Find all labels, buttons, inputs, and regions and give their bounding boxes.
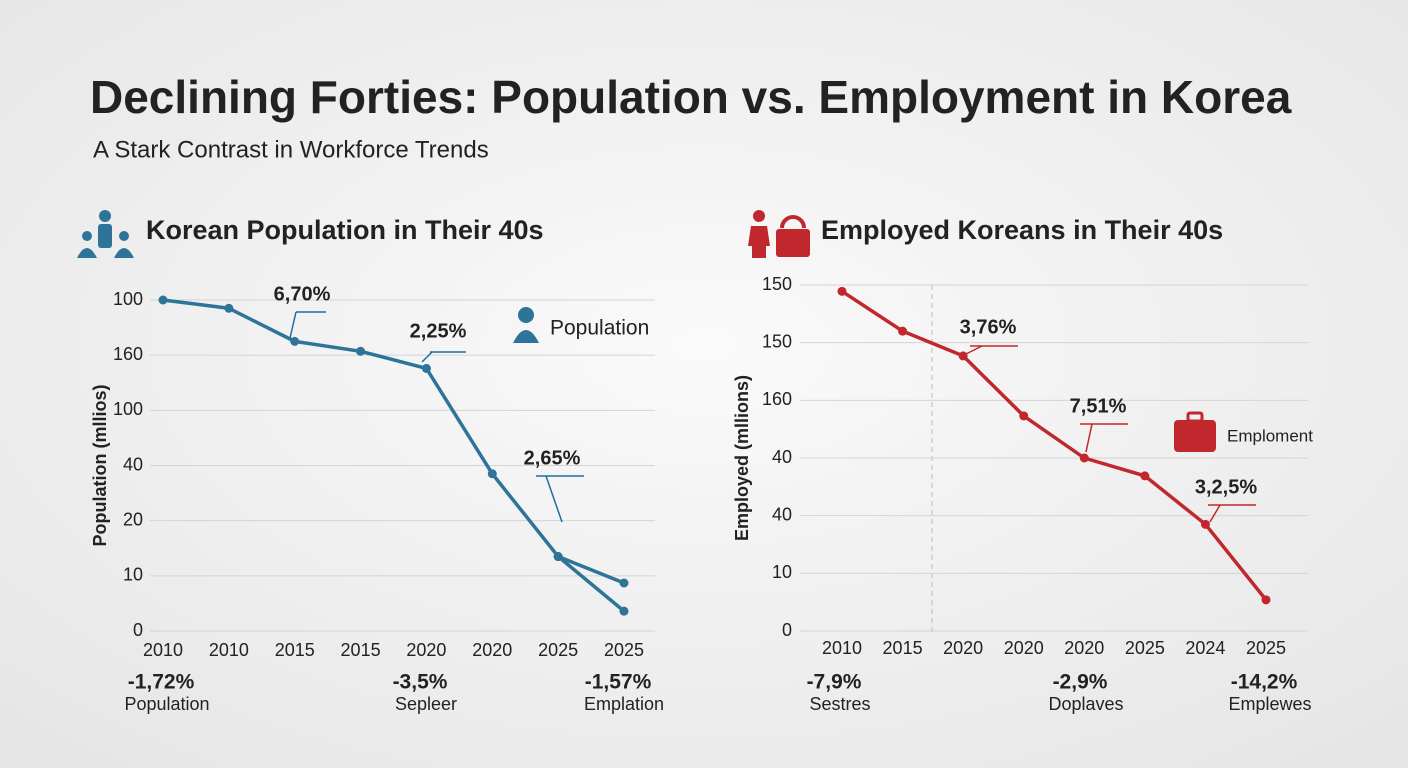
annotation: 2,25% <box>410 320 467 342</box>
data-point <box>290 336 300 346</box>
series-line <box>162 298 626 613</box>
legend-label: Population <box>550 317 649 340</box>
x-tick-label: 2025 <box>538 640 578 660</box>
y-tick-label: 20 <box>123 509 143 529</box>
x-tick-label: 2010 <box>209 640 249 660</box>
x-tick-label: 2015 <box>341 640 381 660</box>
y-tick-label: 0 <box>782 620 792 640</box>
annotation-pointer <box>1209 504 1221 523</box>
data-point <box>158 295 168 305</box>
y-tick-label: 150 <box>762 331 792 351</box>
annotation-pointer <box>289 311 297 339</box>
page-title: Declining Forties: Population vs. Employ… <box>90 71 1292 123</box>
y-tick-label: 100 <box>113 399 143 419</box>
stat-value: -2,9% <box>1053 671 1108 694</box>
stat-value: -7,9% <box>807 671 862 694</box>
stat-value: -14,2% <box>1231 671 1298 694</box>
x-tick-label: 2025 <box>604 640 644 660</box>
x-tick-label: 2020 <box>943 638 983 658</box>
stat-label: Sestres <box>809 694 870 714</box>
population-icon <box>77 210 134 258</box>
employed-icon <box>748 210 810 258</box>
stat-label: Emplewes <box>1228 694 1311 714</box>
data-point <box>837 286 847 296</box>
legend-label: Emploment <box>1227 426 1313 445</box>
x-tick-label: 2020 <box>1064 638 1104 658</box>
y-tick-label: 40 <box>772 447 792 467</box>
x-tick-label: 2010 <box>822 638 862 658</box>
annotation: 3,2,5% <box>1195 476 1257 498</box>
data-point <box>1200 519 1210 529</box>
data-point <box>224 303 234 313</box>
x-tick-label: 2020 <box>406 640 446 660</box>
stat-label: Population <box>124 694 209 714</box>
series-line <box>841 289 1268 601</box>
chart-title: Employed Koreans in Their 40s <box>821 215 1223 245</box>
data-point <box>898 326 908 336</box>
data-point <box>619 606 629 616</box>
y-tick-label: 40 <box>772 504 792 524</box>
y-axis-title: Employed (mllions) <box>732 375 752 541</box>
x-tick-label: 2015 <box>883 638 923 658</box>
data-point <box>1261 595 1271 605</box>
data-point <box>1140 471 1150 481</box>
x-tick-label: 2025 <box>1125 638 1165 658</box>
y-tick-label: 0 <box>133 620 143 640</box>
y-tick-label: 40 <box>123 454 143 474</box>
stat-value: -3,5% <box>393 671 448 694</box>
y-tick-label: 160 <box>762 389 792 409</box>
y-tick-label: 150 <box>762 274 792 294</box>
x-tick-label: 2024 <box>1185 638 1225 658</box>
y-tick-label: 100 <box>113 289 143 309</box>
x-tick-label: 2010 <box>143 640 183 660</box>
page-subtitle: A Stark Contrast in Workforce Trends <box>93 136 489 163</box>
x-tick-label: 2020 <box>472 640 512 660</box>
data-point <box>1019 411 1029 421</box>
chart-title: Korean Population in Their 40s <box>146 215 544 245</box>
stat-label: Doplaves <box>1048 694 1123 714</box>
y-axis-title: Population (mllios) <box>90 385 110 547</box>
annotation: 6,70% <box>274 283 331 305</box>
data-point <box>1079 453 1089 463</box>
data-point <box>619 578 629 588</box>
y-tick-label: 10 <box>772 562 792 582</box>
legend-icon <box>513 330 539 343</box>
stat-label: Emplation <box>584 694 664 714</box>
y-tick-label: 10 <box>123 565 143 585</box>
data-point <box>487 469 497 479</box>
stat-value: -1,57% <box>585 671 652 694</box>
legend-icon <box>518 307 534 323</box>
annotation: 3,76% <box>960 316 1017 338</box>
stat-value: -1,72% <box>128 671 195 694</box>
legend-icon <box>1186 411 1204 423</box>
legend-icon <box>1174 420 1216 452</box>
data-point <box>553 552 563 562</box>
y-tick-label: 160 <box>113 344 143 364</box>
annotation-pointer <box>961 345 983 357</box>
stat-label: Sepleer <box>395 694 457 714</box>
x-tick-label: 2020 <box>1004 638 1044 658</box>
x-tick-label: 2025 <box>1246 638 1286 658</box>
annotation-pointer <box>421 351 433 363</box>
data-point <box>356 346 366 356</box>
annotation-pointer <box>1085 423 1093 453</box>
series-line <box>557 554 625 585</box>
annotation: 2,65% <box>524 447 581 469</box>
annotation-pointer <box>545 475 563 523</box>
data-point <box>421 363 431 373</box>
annotation: 7,51% <box>1070 395 1127 417</box>
x-tick-label: 2015 <box>275 640 315 660</box>
